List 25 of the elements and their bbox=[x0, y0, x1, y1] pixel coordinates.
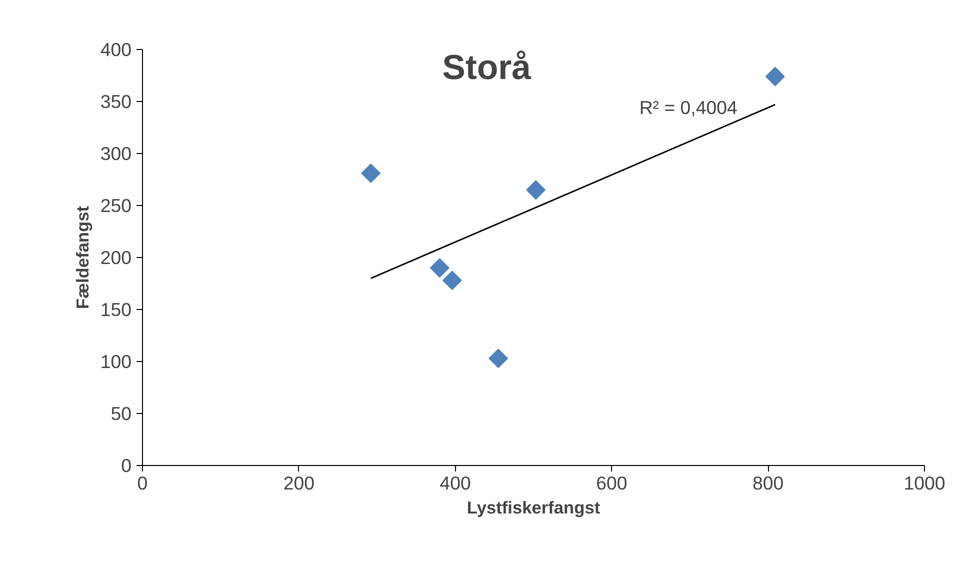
y-axis-title: Fældefangst bbox=[72, 206, 92, 310]
y-tick-label: 300 bbox=[100, 143, 132, 164]
x-axis-title: Lystfiskerfangst bbox=[466, 498, 600, 518]
point bbox=[765, 66, 785, 86]
x-tick-label: 200 bbox=[283, 472, 314, 494]
y-tick-label: 50 bbox=[110, 403, 132, 424]
point bbox=[488, 348, 508, 368]
y-tick-label: 350 bbox=[100, 91, 132, 112]
y-tick-label: 0 bbox=[121, 455, 132, 476]
point bbox=[526, 180, 546, 200]
y-tick-label: 200 bbox=[100, 247, 132, 268]
y-tick-label: 400 bbox=[100, 39, 132, 60]
annotation: R² = 0,4004 bbox=[639, 97, 738, 118]
point bbox=[442, 270, 462, 290]
x-tick-label: 600 bbox=[596, 472, 628, 494]
y-tick-label: 100 bbox=[100, 351, 132, 372]
y-tick-label: 250 bbox=[100, 195, 132, 216]
x-tick-label: 800 bbox=[752, 472, 784, 494]
chart-title: Storå bbox=[442, 49, 532, 88]
point bbox=[430, 258, 450, 278]
x-tick-label: 1000 bbox=[904, 472, 946, 494]
x-tick-label: 0 bbox=[137, 472, 148, 494]
x-tick-label: 400 bbox=[440, 472, 471, 494]
y-tick-label: 150 bbox=[100, 299, 132, 320]
point bbox=[361, 164, 381, 183]
